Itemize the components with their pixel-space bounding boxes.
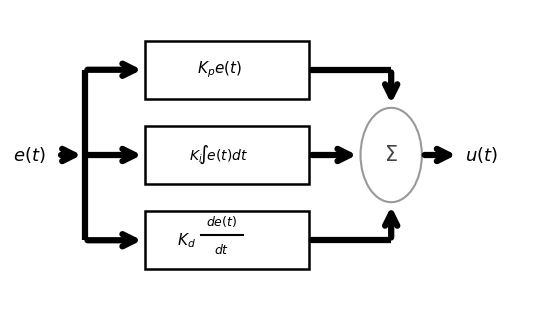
Text: $de(t)$: $de(t)$ [207,214,238,229]
Text: $e(t)$: $e(t)$ [13,145,46,165]
Bar [145,126,309,184]
Bar [145,211,309,269]
Bar [145,41,309,99]
Text: $K_i\!\int\! e(t)dt$: $K_i\!\int\! e(t)dt$ [190,144,249,166]
Text: $dt$: $dt$ [215,243,230,257]
Text: $K_d$: $K_d$ [177,231,196,250]
Text: $K_p e(t)$: $K_p e(t)$ [197,60,242,80]
Text: $u(t)$: $u(t)$ [465,145,498,165]
Ellipse shape [360,108,422,202]
Text: $\Sigma$: $\Sigma$ [384,145,398,165]
